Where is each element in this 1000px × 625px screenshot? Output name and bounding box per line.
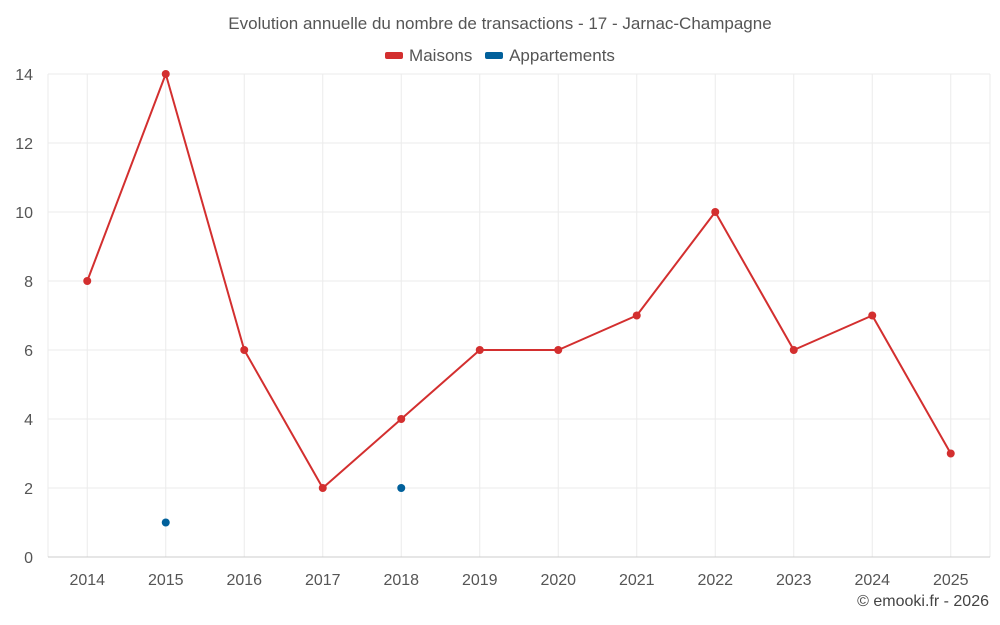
x-tick-label: 2023 [776,572,812,589]
data-point-maisons[interactable] [397,415,406,423]
x-tick-label: 2024 [854,572,890,589]
data-point-maisons[interactable] [475,346,484,354]
legend-label-maisons: Maisons [409,45,473,65]
data-point-maisons[interactable] [868,311,877,320]
x-tick-label: 2021 [619,572,655,589]
data-point-appartements[interactable] [397,484,406,492]
y-tick-label: 12 [15,136,33,153]
legend-label-appartements: Appartements [509,45,615,65]
data-point-maisons[interactable] [946,449,955,458]
y-tick-label: 0 [24,550,33,567]
x-tick-label: 2014 [69,572,105,589]
data-point-maisons[interactable] [711,208,720,216]
data-point-maisons[interactable] [632,311,641,320]
x-tick-label: 2020 [540,572,576,589]
credit-text: © emooki.fr - 2026 [857,593,989,610]
legend: Maisons Appartements [0,44,1000,66]
x-tick-label: 2025 [933,572,969,589]
x-tick-label: 2017 [305,572,341,589]
data-point-maisons[interactable] [554,346,563,354]
data-point-maisons[interactable] [318,484,327,492]
series-line-maisons [86,73,952,489]
y-tick-label: 4 [24,412,33,429]
chart-title: Evolution annuelle du nombre de transact… [228,14,772,33]
legend-item-maisons[interactable]: Maisons [385,46,472,66]
legend-swatch-appartements [485,52,504,59]
x-tick-label: 2019 [462,572,498,589]
x-tick-label: 2022 [697,572,733,589]
x-tick-label: 2018 [383,572,419,589]
x-tick-label: 2016 [226,572,262,589]
y-tick-label: 6 [24,343,33,360]
data-point-maisons[interactable] [161,70,170,78]
x-tick-label: 2015 [148,572,184,589]
data-point-maisons[interactable] [240,346,249,354]
data-point-maisons[interactable] [83,277,92,285]
data-point-maisons[interactable] [789,346,798,354]
y-tick-label: 14 [15,67,33,84]
y-tick-label: 8 [24,274,33,291]
y-tick-label: 10 [15,205,33,222]
data-point-appartements[interactable] [161,518,170,527]
y-tick-label: 2 [24,481,33,498]
legend-swatch-maisons [385,52,404,59]
legend-item-appartements[interactable]: Appartements [485,46,615,66]
